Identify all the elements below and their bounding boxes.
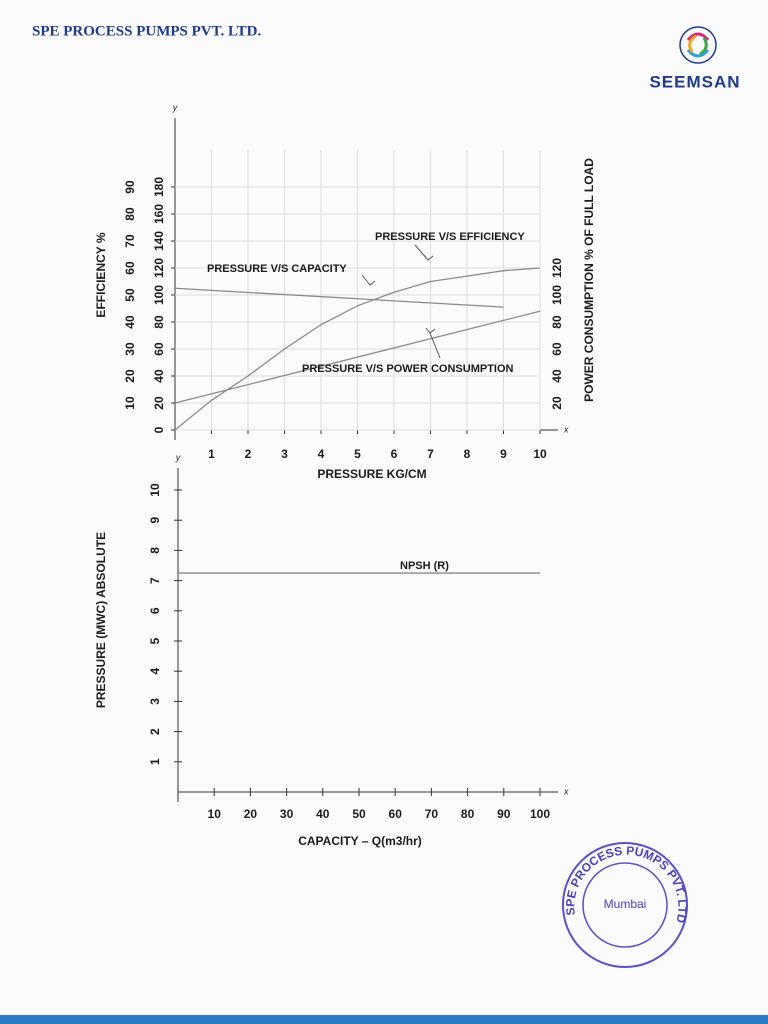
y2-tick-label: 20 <box>152 396 166 410</box>
x-tick-label: 40 <box>316 807 330 821</box>
stamp-center-text: Mumbai <box>604 897 647 911</box>
y3-tick-label: 40 <box>550 369 564 383</box>
label-arrow <box>361 274 376 286</box>
y-tick-label: 80 <box>123 207 137 221</box>
y3-tick-label: 60 <box>550 342 564 356</box>
x-tick-label: 2 <box>245 447 252 461</box>
y3-tick-label: 120 <box>550 258 564 278</box>
stamp-ring-path: SPE PROCESS PUMPS PVT. LTD <box>563 844 689 925</box>
x-tick-label: 7 <box>427 447 434 461</box>
y-tick-label: 7 <box>148 577 162 584</box>
y-axis-letter: y <box>175 452 181 462</box>
y-axis-title: EFFICIENCY % <box>94 232 108 317</box>
series-line <box>174 287 504 308</box>
x-tick-label: 10 <box>533 447 547 461</box>
y-tick-label: 9 <box>148 517 162 524</box>
x-tick-label: 80 <box>461 807 475 821</box>
y-tick-label: 5 <box>148 637 162 644</box>
stamp-ring-text: SPE PROCESS PUMPS PVT. LTD <box>563 844 689 925</box>
x-tick-label: 10 <box>208 807 222 821</box>
y-tick-label: 1 <box>148 758 162 765</box>
y2-tick-label: 180 <box>152 177 166 197</box>
y3-tick-label: 20 <box>550 396 564 410</box>
y-tick-label: 8 <box>148 547 162 554</box>
y2-tick-label: 160 <box>152 204 166 224</box>
x-tick-label: 90 <box>497 807 511 821</box>
x-tick-label: 5 <box>354 447 361 461</box>
y-tick-label: 6 <box>148 607 162 614</box>
y2-tick-label: 60 <box>152 342 166 356</box>
y2-tick-label: 120 <box>152 258 166 278</box>
x-tick-label: 100 <box>530 807 550 821</box>
company-name: SPE PROCESS PUMPS PVT. LTD. <box>32 23 261 39</box>
y-tick-label: 2 <box>148 728 162 735</box>
x-axis-title: PRESSURE KG/CM <box>317 467 426 481</box>
y-axis-title: PRESSURE (MWC) ABSOLUTE <box>94 532 108 708</box>
y3-tick-label: 80 <box>550 315 564 329</box>
x-axis-letter: x <box>563 424 569 434</box>
y3-tick-label: 100 <box>550 285 564 305</box>
y-axis-letter: y <box>172 102 178 112</box>
series-label: NPSH (R) <box>400 560 449 572</box>
stamp: SPE PROCESS PUMPS PVT. LTD Mumbai <box>562 842 689 968</box>
label-arrow <box>414 244 434 261</box>
y-tick-label: 90 <box>123 180 137 194</box>
x-tick-label: 50 <box>352 807 366 821</box>
series-label: PRESSURE V/S EFFICIENCY <box>375 231 525 243</box>
x-axis-letter: x <box>563 786 569 796</box>
x-tick-label: 70 <box>425 807 439 821</box>
y2-tick-label: 140 <box>152 231 166 251</box>
series-label: PRESSURE V/S CAPACITY <box>207 263 347 275</box>
x-tick-label: 6 <box>391 447 398 461</box>
y-tick-label: 4 <box>148 668 162 675</box>
x-tick-label: 1 <box>208 447 215 461</box>
y2-tick-label: 40 <box>152 369 166 383</box>
y-tick-label: 60 <box>123 261 137 275</box>
logo-text: SEEMSAN <box>649 72 740 91</box>
y-tick-label: 10 <box>123 396 137 410</box>
x-tick-label: 60 <box>389 807 403 821</box>
series-line <box>174 267 541 431</box>
x-tick-label: 4 <box>318 447 325 461</box>
y-tick-label: 20 <box>123 369 137 383</box>
x-tick-label: 9 <box>500 447 507 461</box>
y2-tick-label: 0 <box>152 426 166 433</box>
y2-tick-label: 80 <box>152 315 166 329</box>
footer-strip <box>0 1015 768 1024</box>
y-tick-label: 70 <box>123 234 137 248</box>
x-tick-label: 8 <box>464 447 471 461</box>
y-tick-label: 40 <box>123 315 137 329</box>
y3-axis-title: POWER CONSUMPTION % OF FULL LOAD <box>582 158 596 402</box>
x-tick-label: 3 <box>281 447 288 461</box>
y-tick-label: 30 <box>123 342 137 356</box>
y-tick-label: 3 <box>148 698 162 705</box>
x-tick-label: 20 <box>244 807 258 821</box>
series-label: PRESSURE V/S POWER CONSUMPTION <box>302 363 514 375</box>
label-arrow <box>425 327 441 359</box>
series-line <box>174 310 541 404</box>
charts: x y 1 2 3 4 5 6 7 8 9 10 10 20 30 40 50 60 70 80 90 0 20 40 60 80… <box>94 102 596 848</box>
y-tick-label: 50 <box>123 288 137 302</box>
x-tick-label: 30 <box>280 807 294 821</box>
y2-tick-label: 100 <box>152 285 166 305</box>
logo-icon <box>679 26 717 64</box>
x-axis-title: CAPACITY – Q(m3/hr) <box>298 834 422 848</box>
y-tick-label: 10 <box>148 483 162 497</box>
